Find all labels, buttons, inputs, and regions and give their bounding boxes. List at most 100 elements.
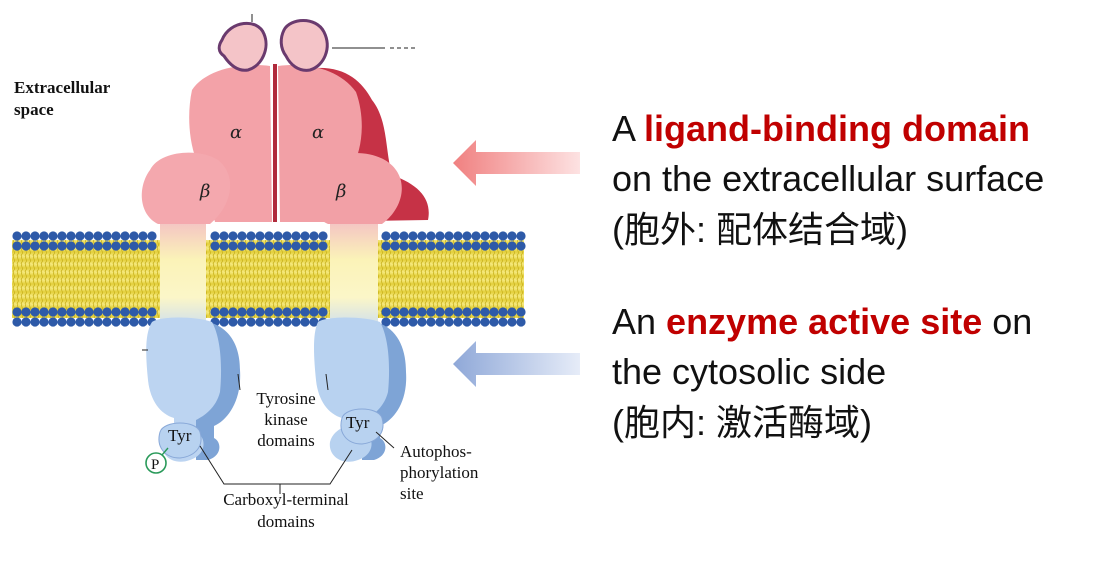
lipid-head [480, 231, 490, 241]
lipid-head [435, 317, 445, 327]
panel-bottom-line3: (胞内: 激活酶域) [612, 401, 872, 443]
lipid-head [399, 231, 409, 241]
lipid-head [111, 307, 121, 317]
lipid-head [102, 317, 112, 327]
panel-bottom-suffix: on [982, 301, 1033, 342]
beta-label-right: β [335, 181, 346, 202]
lipid-head [75, 241, 85, 251]
lipid-head [66, 241, 76, 251]
lipid-head [57, 241, 67, 251]
lipid-head [453, 241, 463, 251]
lipid-head [444, 241, 454, 251]
lipid-head [264, 231, 274, 241]
lipid-head [480, 241, 490, 251]
lipid-head [12, 241, 22, 251]
tyr-bulb-left [158, 422, 202, 459]
lipid-head [21, 241, 31, 251]
lipid-head [219, 307, 229, 317]
lipid-head [120, 307, 130, 317]
lipid-head [264, 241, 274, 251]
lipid-head [435, 231, 445, 241]
lipid-head [273, 307, 283, 317]
lipid-head [21, 231, 31, 241]
lipid-head [120, 231, 130, 241]
lipid-head [417, 241, 427, 251]
tk-label-line1: Tyrosine [256, 389, 315, 408]
panel-top-prefix: A [612, 108, 645, 149]
lipid-head [471, 317, 481, 327]
lipid-head [300, 241, 310, 251]
lipid-head [210, 307, 220, 317]
ligand-lobe-right [279, 19, 329, 72]
lipid-head [93, 231, 103, 241]
lipid-head [93, 307, 103, 317]
bilayer-tails [12, 240, 524, 318]
lipid-head [48, 241, 58, 251]
alpha-label-right: α [312, 122, 324, 143]
lipid-head [273, 241, 283, 251]
lipid-head [84, 317, 94, 327]
lipid-head [498, 241, 508, 251]
lipid-head [282, 307, 292, 317]
auto-label-line2: phorylation [400, 463, 479, 482]
lipid-head [381, 231, 391, 241]
lipid-head [318, 307, 328, 317]
lipid-head [75, 231, 85, 241]
carboxyl-label-line1: Carboxyl-terminal [223, 490, 349, 509]
extracellular-domain [141, 14, 429, 224]
lipid-head [237, 307, 247, 317]
lipid-head [489, 317, 499, 327]
lipid-head [57, 231, 67, 241]
lipid-head [417, 317, 427, 327]
tyr-label-left: Tyr [168, 426, 192, 445]
lipid-head [66, 307, 76, 317]
panel-bottom-line2: the cytosolic side [612, 351, 887, 393]
lipid-head [30, 241, 40, 251]
tyr-label-right: Tyr [346, 413, 370, 432]
lipid-head [309, 317, 319, 327]
lipid-head [498, 307, 508, 317]
lipid-head [39, 231, 49, 241]
arrow-top [453, 140, 580, 186]
lipid-head [93, 317, 103, 327]
lipid-head [408, 231, 418, 241]
lipid-head [390, 241, 400, 251]
lipid-head [129, 307, 139, 317]
lipid-head [75, 307, 85, 317]
lipid-head [408, 307, 418, 317]
lipid-head [111, 241, 121, 251]
kinase-domain-left [146, 317, 222, 462]
lipid-head [120, 317, 130, 327]
lipid-head [462, 307, 472, 317]
lipid-head [111, 317, 121, 327]
lipid-head [57, 317, 67, 327]
lipid-head [300, 231, 310, 241]
carboxyl-label-line2: domains [257, 512, 315, 531]
lipid-head [300, 307, 310, 317]
beta-label-left: β [199, 181, 210, 202]
transmembrane-segment-right [330, 222, 378, 330]
lipid-head [291, 307, 301, 317]
lipid-head [237, 317, 247, 327]
lipid-head [228, 317, 238, 327]
lipid-head [489, 307, 499, 317]
lipid-head [255, 317, 265, 327]
lipid-head [39, 307, 49, 317]
lipid-head [426, 317, 436, 327]
lipid-head [246, 317, 256, 327]
lipid-head [273, 231, 283, 241]
panel-ligand-binding: A ligand-binding domain on the extracell… [612, 104, 1044, 255]
lipid-head [210, 231, 220, 241]
lipid-head [264, 317, 274, 327]
lipid-head [435, 241, 445, 251]
lipid-head [138, 317, 148, 327]
tk-label-line2: kinase [264, 410, 307, 429]
lipid-head [273, 317, 283, 327]
lipid-head [390, 307, 400, 317]
lipid-head [255, 231, 265, 241]
lipid-head [282, 317, 292, 327]
lipid-head [30, 231, 40, 241]
lipid-head [147, 307, 157, 317]
lipid-head [66, 317, 76, 327]
lipid-head [507, 317, 517, 327]
